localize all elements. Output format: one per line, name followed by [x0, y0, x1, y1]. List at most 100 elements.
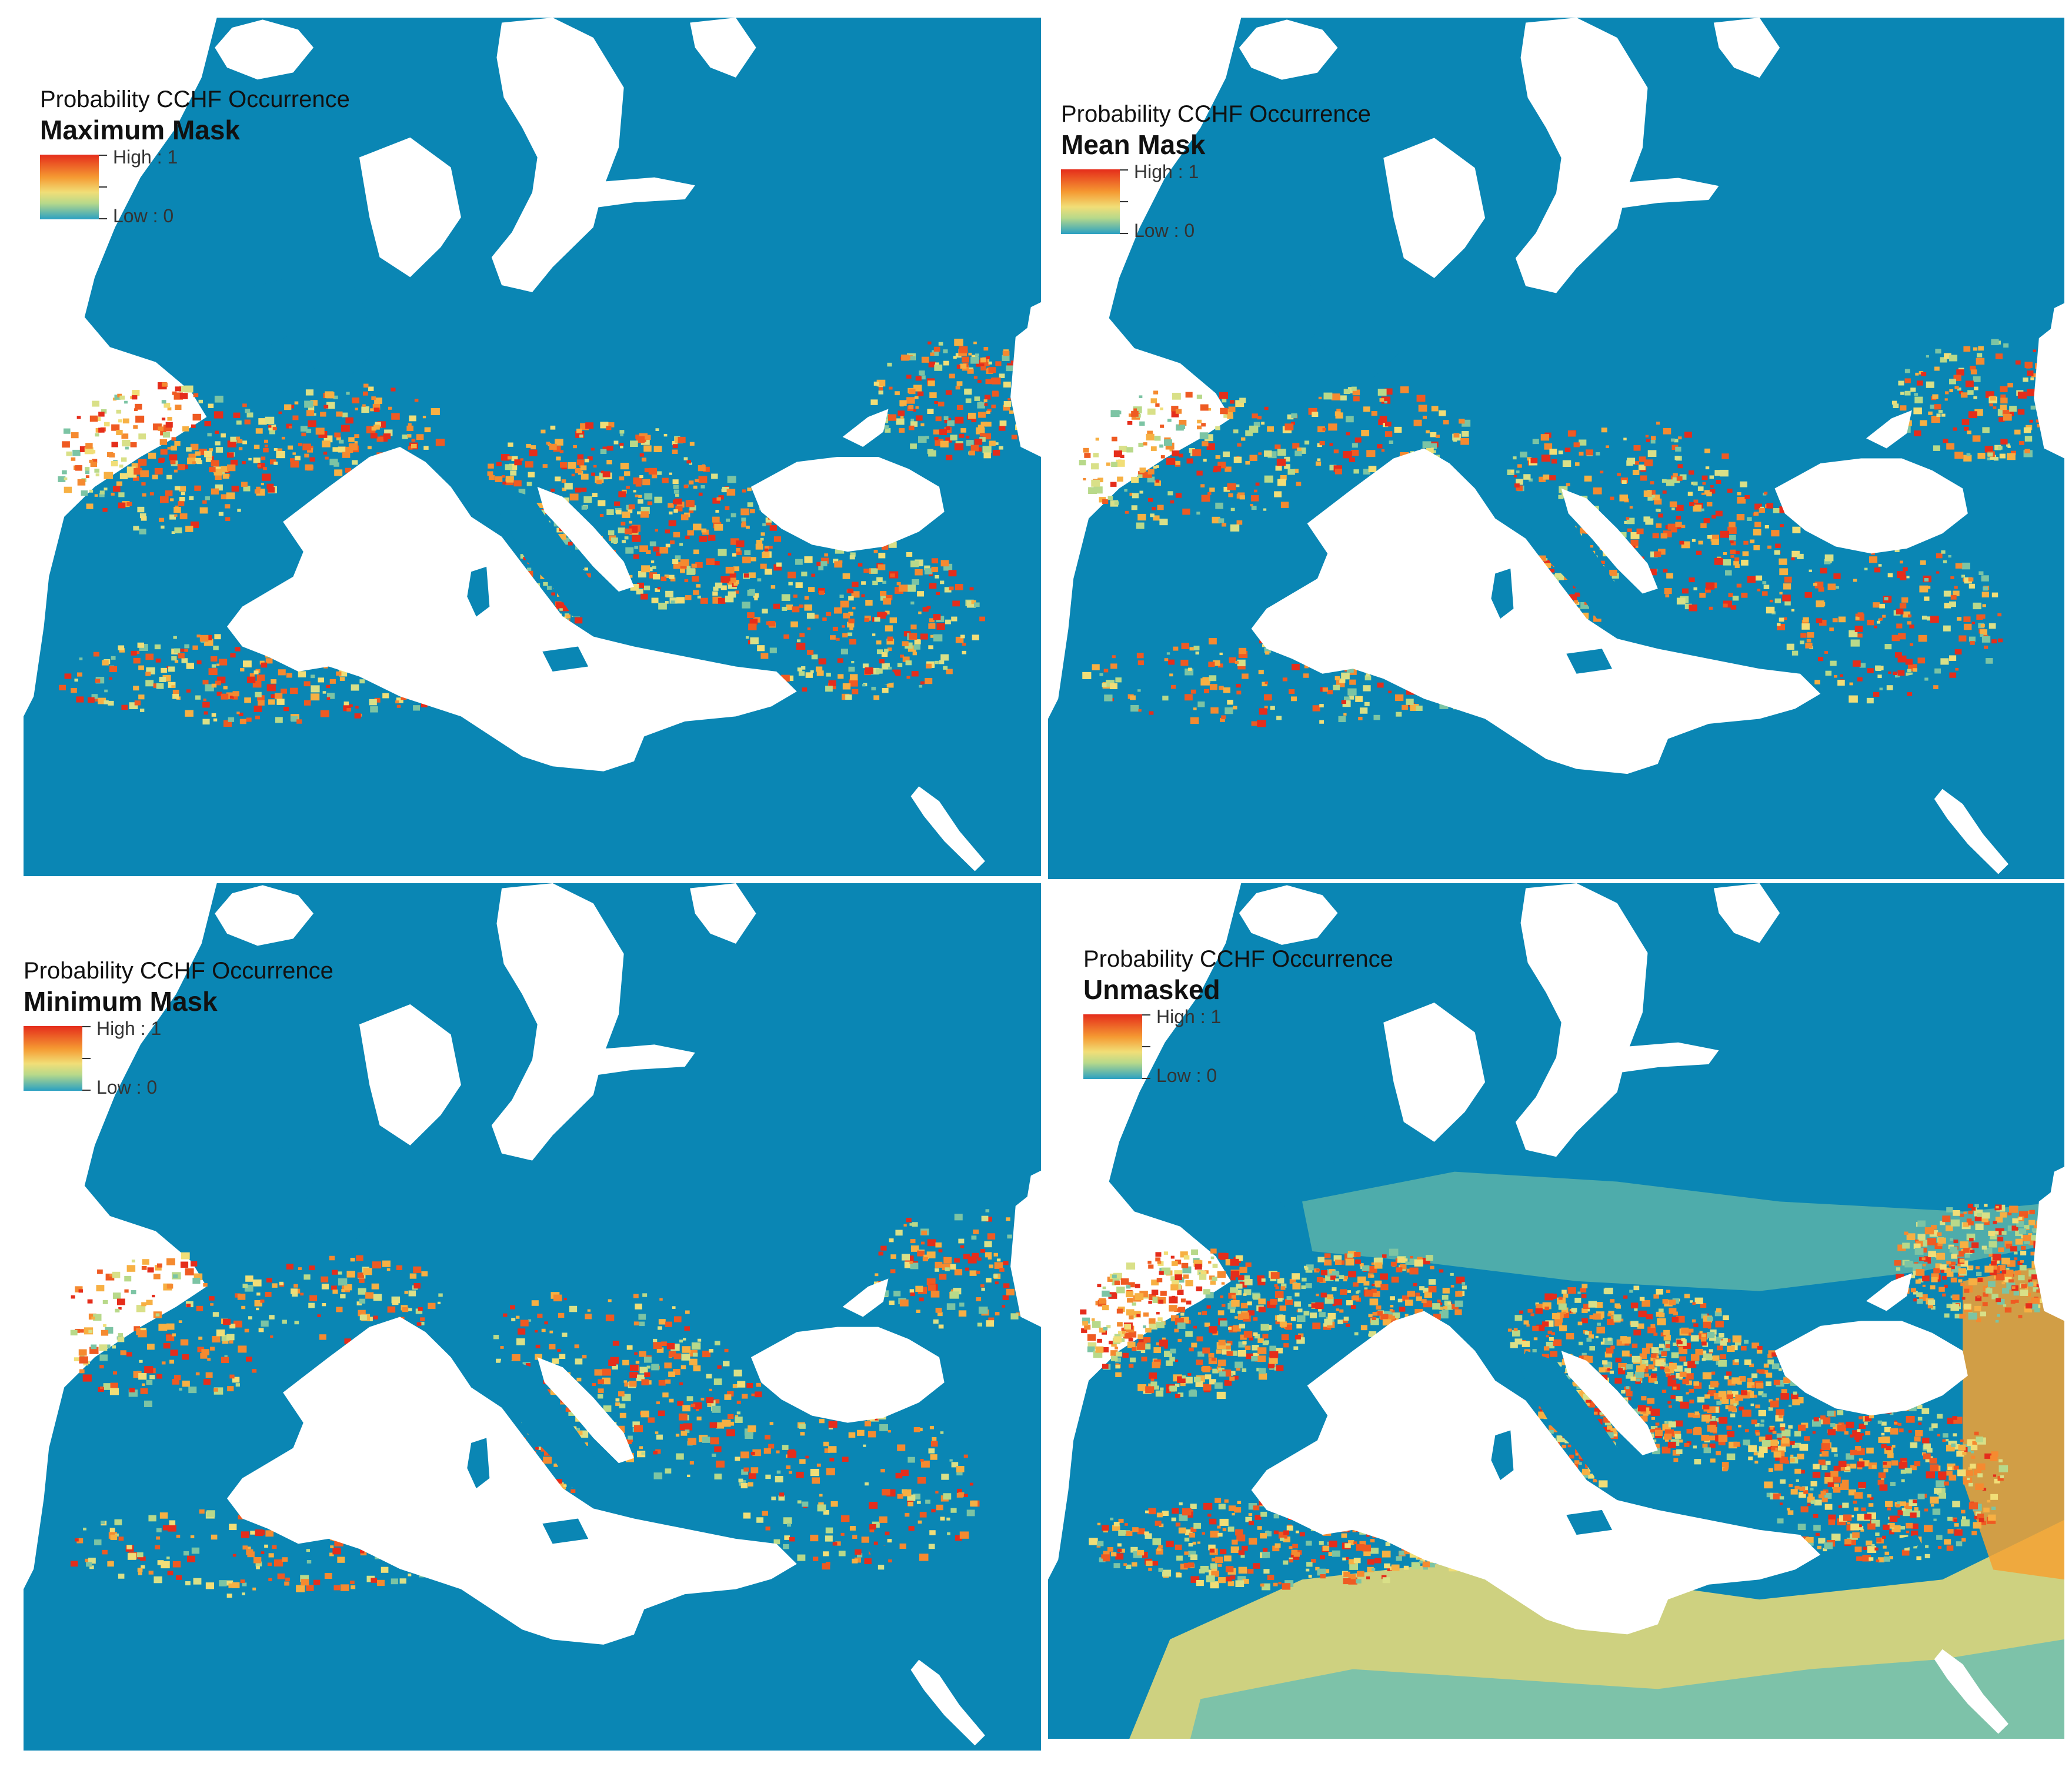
- ireland-shape: [1266, 280, 1323, 349]
- probability-cell: [350, 1257, 355, 1262]
- central-europe-band: [1302, 1171, 2064, 1291]
- probability-cell: [861, 1536, 869, 1543]
- probability-cell: [580, 473, 589, 480]
- probability-cell: [1118, 1518, 1124, 1523]
- probability-cell: [1201, 423, 1206, 427]
- probability-cell: [1367, 1559, 1374, 1565]
- probability-cell: [171, 437, 176, 441]
- probability-cell: [1116, 1308, 1123, 1314]
- probability-cell: [1861, 1460, 1870, 1467]
- probability-cell: [1759, 508, 1765, 513]
- probability-cell: [1867, 1494, 1871, 1498]
- probability-cell: [351, 1585, 356, 1589]
- probability-cell: [1378, 419, 1386, 425]
- probability-cell: [1373, 714, 1380, 720]
- probability-cell: [137, 506, 145, 513]
- probability-cell: [301, 1579, 309, 1586]
- probability-cell: [133, 1371, 142, 1378]
- probability-cell: [1567, 430, 1576, 437]
- probability-cell: [1244, 1345, 1251, 1350]
- probability-cell: [1292, 1544, 1298, 1549]
- probability-cell: [1705, 582, 1715, 590]
- probability-cell: [983, 399, 987, 403]
- probability-cell: [559, 450, 564, 453]
- probability-cell: [308, 1302, 315, 1308]
- probability-cell: [134, 700, 141, 706]
- probability-cell: [1530, 457, 1538, 463]
- probability-cell: [848, 612, 853, 616]
- probability-cell: [935, 1491, 939, 1494]
- probability-cell: [265, 1291, 272, 1297]
- probability-cell: [976, 447, 982, 452]
- probability-cell: [1234, 1361, 1243, 1368]
- probability-cell: [1532, 439, 1539, 445]
- probability-cell: [821, 557, 829, 564]
- probability-cell: [1579, 452, 1584, 456]
- probability-cell: [873, 1281, 879, 1285]
- probability-cell: [1403, 1565, 1409, 1570]
- probability-cell: [81, 490, 88, 496]
- probability-cell: [2000, 398, 2008, 404]
- probability-cell: [1274, 444, 1281, 449]
- probability-cell: [1957, 617, 1962, 621]
- probability-cell: [369, 699, 377, 706]
- probability-cell: [1114, 501, 1119, 505]
- probability-cell: [842, 633, 848, 638]
- probability-cell: [565, 1407, 572, 1412]
- probability-cell: [959, 1302, 965, 1307]
- probability-cell: [1130, 1546, 1138, 1553]
- probability-cell: [895, 1472, 903, 1479]
- probability-cell: [1820, 567, 1827, 574]
- probability-cell: [1110, 663, 1117, 669]
- probability-cell: [1820, 1448, 1824, 1452]
- probability-cell: [98, 412, 105, 417]
- probability-cell: [1849, 695, 1858, 703]
- probability-cell: [714, 1446, 722, 1452]
- probability-cell: [910, 1262, 919, 1270]
- probability-cell: [689, 1461, 694, 1465]
- probability-cell: [1780, 524, 1784, 527]
- probability-cell: [138, 1373, 147, 1380]
- probability-cell: [1381, 449, 1385, 452]
- probability-cell: [1549, 449, 1557, 455]
- probability-cell: [905, 1512, 910, 1517]
- probability-cell: [1875, 1532, 1880, 1536]
- probability-cell: [1973, 347, 1978, 351]
- probability-cell: [525, 1363, 531, 1367]
- probability-cell: [362, 391, 368, 396]
- probability-cell: [851, 660, 855, 664]
- probability-cell: [600, 422, 609, 429]
- probability-cell: [823, 1509, 829, 1515]
- probability-cell: [101, 409, 107, 414]
- probability-cell: [1153, 1347, 1161, 1354]
- probability-cell: [733, 582, 738, 586]
- probability-cell: [1723, 603, 1728, 607]
- probability-cell: [1225, 1566, 1234, 1572]
- probability-cell: [169, 454, 178, 461]
- probability-cell: [873, 550, 878, 553]
- probability-cell: [1590, 545, 1594, 548]
- probability-cell: [1003, 405, 1010, 411]
- probability-cell: [1131, 476, 1139, 483]
- probability-cell: [689, 1358, 698, 1365]
- probability-cell: [698, 492, 703, 496]
- probability-cell: [241, 1305, 246, 1310]
- probability-cell: [1239, 1281, 1247, 1288]
- probability-cell: [730, 513, 736, 517]
- probability-cell: [1257, 720, 1266, 727]
- north-sea-blank: [359, 1004, 461, 1145]
- probability-cell: [1513, 475, 1517, 477]
- probability-cell: [1385, 431, 1393, 437]
- probability-cell: [502, 481, 506, 485]
- probability-cell: [273, 1559, 283, 1566]
- probability-cell: [1112, 655, 1116, 659]
- probability-cell: [1182, 1266, 1192, 1274]
- probability-cell: [1856, 1448, 1865, 1455]
- probability-cell: [416, 1322, 422, 1326]
- probability-cell: [769, 525, 777, 531]
- probability-cell: [644, 493, 653, 500]
- probability-cell: [966, 440, 974, 446]
- probability-cell: [1152, 1297, 1160, 1303]
- probability-cell: [1946, 443, 1955, 450]
- probability-cell: [1927, 616, 1933, 621]
